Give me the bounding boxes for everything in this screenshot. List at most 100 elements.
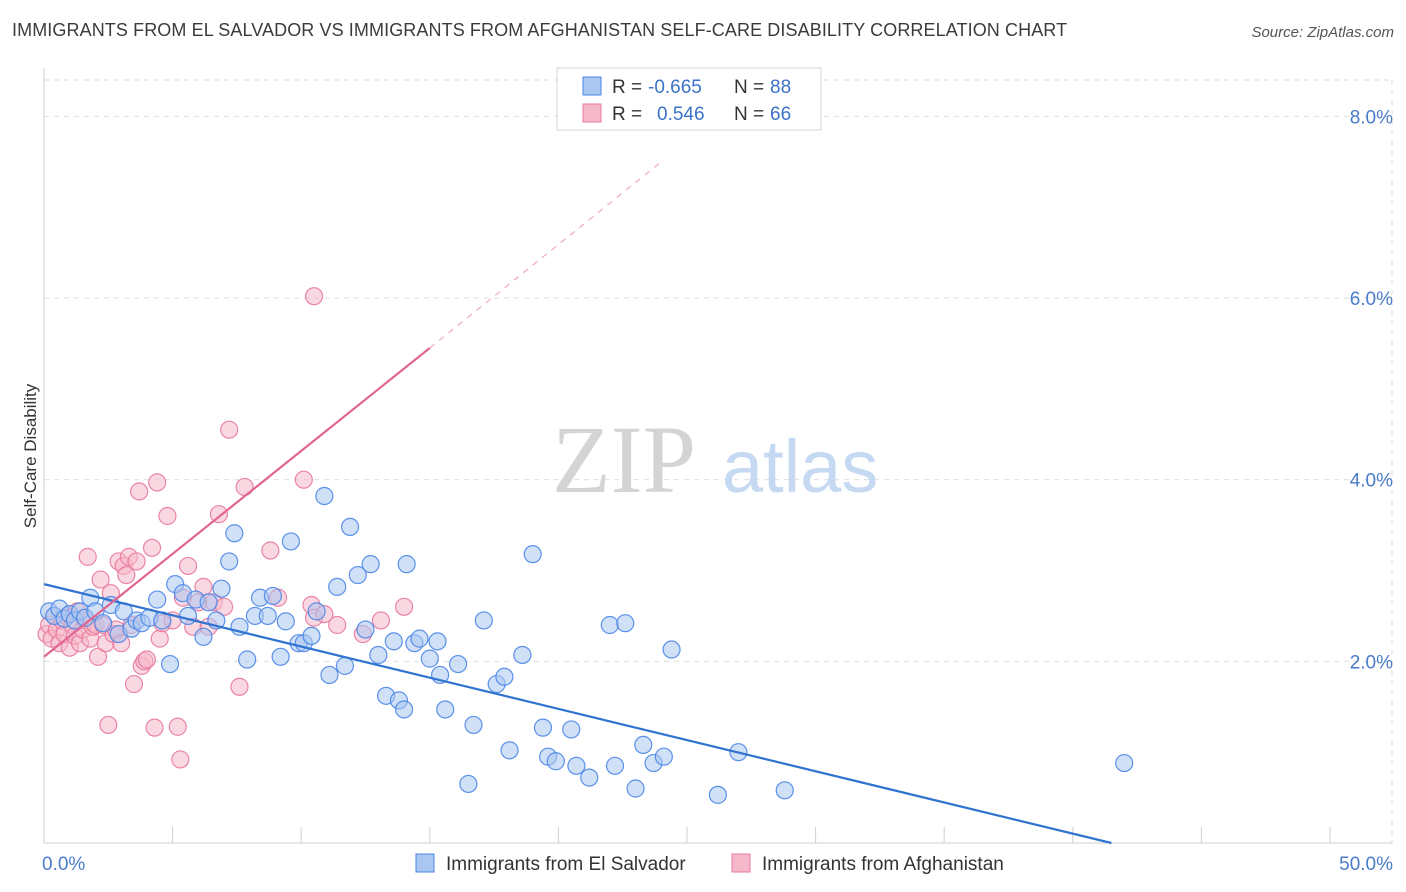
point-el-salvador <box>194 627 213 646</box>
point-el-salvador <box>523 545 542 564</box>
bottom-legend-label-pink: Immigrants from Afghanistan <box>762 854 1004 875</box>
point-el-salvador <box>160 654 180 674</box>
trend-line-afghanistan <box>43 347 431 658</box>
point-el-salvador <box>276 612 295 631</box>
point-el-salvador <box>394 700 414 719</box>
point-afghanistan <box>127 552 146 571</box>
trend-line-el-salvador <box>43 583 1112 845</box>
trend-lines <box>43 161 1112 845</box>
point-afghanistan <box>294 470 313 489</box>
point-el-salvador <box>225 524 244 543</box>
point-el-salvador <box>384 632 403 651</box>
point-el-salvador <box>94 614 113 633</box>
point-afghanistan <box>235 477 254 497</box>
point-el-salvador <box>546 752 565 771</box>
axes <box>43 68 1392 844</box>
y-tick-label: 2.0% <box>1350 652 1393 673</box>
point-el-salvador <box>500 741 519 760</box>
legend-n-value-1: 88 <box>770 77 791 98</box>
point-afghanistan <box>220 420 239 439</box>
legend: R = -0.665 N = 88 R = 0.546 N = 66 <box>556 67 822 131</box>
y-tick-label: 6.0% <box>1350 289 1393 310</box>
source-label: Source: ZipAtlas.com <box>1251 24 1394 41</box>
legend-swatch-blue <box>582 76 602 96</box>
point-afghanistan <box>150 629 169 648</box>
point-el-salvador <box>626 779 645 798</box>
point-el-salvador <box>420 649 439 668</box>
point-afghanistan <box>328 615 347 635</box>
series-el-salvador <box>40 486 1134 804</box>
point-el-salvador <box>616 614 635 633</box>
watermark-atlas: atlas <box>722 425 878 508</box>
point-el-salvador <box>662 640 681 659</box>
point-el-salvador <box>281 532 301 551</box>
gridlines <box>44 79 1393 843</box>
trend-line-afghanistan-extension <box>429 161 662 349</box>
y-tick-labels: 2.0% 4.0% 6.0% 8.0% <box>1350 107 1393 673</box>
legend-n-value-2: 66 <box>770 104 791 125</box>
point-el-salvador <box>258 606 277 626</box>
point-el-salvador <box>315 486 334 506</box>
point-el-salvador <box>263 586 283 606</box>
point-el-salvador <box>513 645 532 665</box>
point-el-salvador <box>474 611 493 630</box>
point-afghanistan <box>145 718 164 737</box>
point-afghanistan <box>158 506 177 526</box>
point-afghanistan <box>209 505 228 524</box>
point-afghanistan <box>124 674 144 694</box>
legend-r-label-1: R = <box>612 77 642 98</box>
point-el-salvador <box>212 579 231 598</box>
legend-r-value-1: -0.665 <box>648 77 702 98</box>
y-axis-title: Self-Care Disability <box>21 383 40 528</box>
point-el-salvador <box>459 774 478 794</box>
bottom-legend-label-blue: Immigrants from El Salvador <box>446 854 686 875</box>
legend-swatch-pink <box>582 103 602 123</box>
point-afghanistan <box>142 538 162 557</box>
point-afghanistan <box>261 541 280 560</box>
point-afghanistan <box>168 717 187 736</box>
x-tick-label: 0.0% <box>42 854 85 875</box>
point-el-salvador <box>238 650 257 669</box>
point-el-salvador <box>464 715 483 735</box>
bottom-legend: Immigrants from El Salvador Immigrants f… <box>415 853 1004 875</box>
point-afghanistan <box>148 473 167 492</box>
point-afghanistan <box>130 482 149 501</box>
point-el-salvador <box>356 620 375 639</box>
point-el-salvador <box>448 654 468 674</box>
legend-n-label-1: N = <box>734 77 764 98</box>
point-el-salvador <box>178 606 198 626</box>
point-el-salvador <box>428 632 447 651</box>
point-afghanistan <box>91 570 110 589</box>
point-el-salvador <box>220 552 239 571</box>
point-afghanistan <box>394 597 414 616</box>
point-afghanistan <box>371 611 391 630</box>
point-afghanistan <box>171 750 190 769</box>
point-el-salvador <box>495 667 514 686</box>
point-el-salvador <box>320 665 339 685</box>
bottom-legend-swatch-pink <box>731 853 751 873</box>
point-el-salvador <box>302 626 321 646</box>
point-el-salvador <box>361 555 380 574</box>
point-afghanistan <box>304 287 324 306</box>
point-el-salvador <box>348 565 367 585</box>
point-el-salvador <box>1115 753 1134 773</box>
y-tick-label: 8.0% <box>1350 107 1393 128</box>
legend-r-label-2: R = <box>612 104 642 125</box>
point-el-salvador <box>199 593 218 612</box>
point-el-salvador <box>605 756 625 775</box>
point-afghanistan <box>137 650 156 669</box>
point-el-salvador <box>307 602 326 621</box>
point-el-salvador <box>340 517 360 537</box>
bottom-legend-swatch-blue <box>415 853 435 873</box>
x-tick-labels: 0.0% 50.0% <box>42 854 1393 875</box>
point-el-salvador <box>328 577 347 596</box>
point-el-salvador <box>600 615 619 635</box>
point-afghanistan <box>230 677 249 696</box>
point-el-salvador <box>533 718 553 737</box>
watermark: ZIP atlas <box>552 406 878 513</box>
point-el-salvador <box>369 645 388 665</box>
point-afghanistan <box>99 715 118 735</box>
point-el-salvador <box>708 785 727 804</box>
point-afghanistan <box>117 565 136 585</box>
